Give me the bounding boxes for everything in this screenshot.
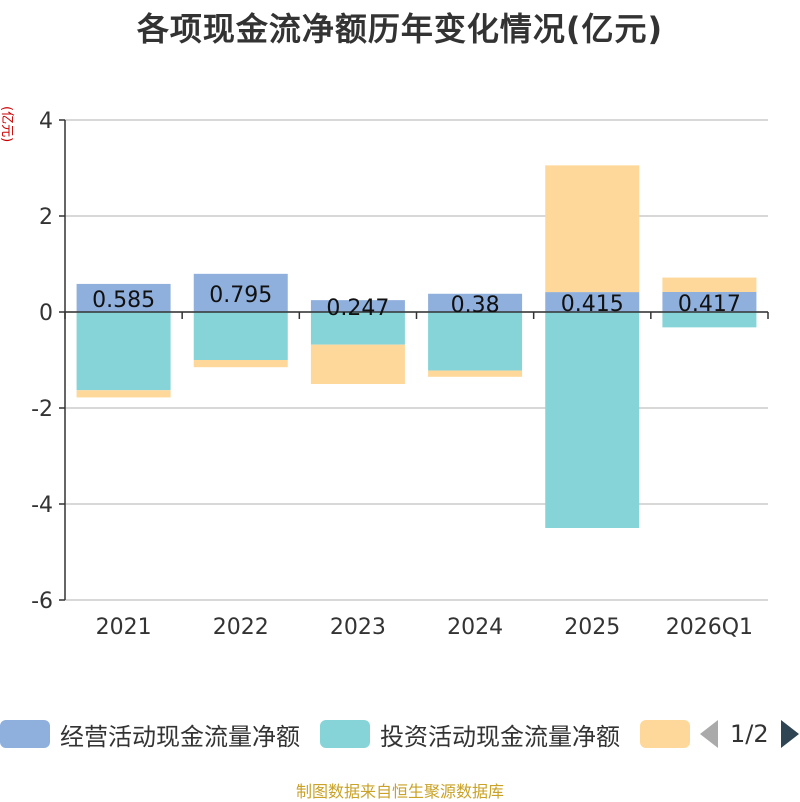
bar-financing-2026Q1 — [662, 277, 757, 292]
data-label-operating-2026Q1: 0.417 — [678, 292, 741, 317]
bar-financing-2023 — [310, 344, 405, 384]
data-label-operating-2022: 0.795 — [209, 283, 272, 308]
legend-swatch-operating — [0, 720, 50, 748]
bar-investing-2023 — [310, 312, 405, 345]
bar-investing-2025 — [545, 312, 640, 528]
x-tick-label: 2021 — [96, 615, 152, 640]
bar-investing-2026Q1 — [662, 312, 757, 328]
bar-operating-2024 — [428, 293, 523, 312]
legend-swatch-investing — [320, 720, 370, 748]
y-tick-label: -6 — [31, 589, 53, 614]
bar-financing-2021 — [76, 390, 171, 398]
legend-item-operating[interactable]: 经营活动现金流量净额 — [0, 712, 300, 756]
bar-operating-2022 — [193, 273, 288, 312]
bar-operating-2023 — [310, 300, 405, 312]
x-tick-label: 2024 — [447, 615, 503, 640]
x-tick-label: 2022 — [213, 615, 269, 640]
y-tick-label: 4 — [39, 109, 53, 134]
chart-plot-area: 4 2 0 -2 -4 -6 0.585 0.795 0.247 0.38 0.415 0.417 20… — [31, 109, 769, 640]
legend: 经营活动现金流量净额 投资活动现金流量净额 — [0, 712, 800, 756]
legend-label-operating: 经营活动现金流量净额 — [60, 722, 300, 751]
legend-pager: 1/2 — [700, 712, 800, 756]
legend-item-financing[interactable] — [640, 712, 690, 756]
data-label-operating-2024: 0.38 — [451, 293, 500, 318]
bar-investing-2022 — [193, 312, 288, 360]
y-tick-label: -4 — [31, 493, 53, 518]
x-tick-label: 2023 — [330, 615, 386, 640]
data-source-note: 制图数据来自恒生聚源数据库 — [295, 782, 504, 801]
x-tick-label: 2026Q1 — [666, 615, 753, 640]
legend-page-indicator: 1/2 — [730, 720, 769, 748]
data-label-operating-2021: 0.585 — [92, 288, 155, 313]
bar-operating-2025 — [545, 292, 640, 312]
legend-item-investing[interactable]: 投资活动现金流量净额 — [320, 712, 620, 756]
legend-prev-page-icon[interactable] — [700, 720, 718, 748]
bar-operating-2026Q1 — [662, 291, 757, 312]
bar-investing-2021 — [76, 312, 171, 391]
legend-swatch-financing — [640, 720, 690, 748]
data-label-operating-2023: 0.247 — [326, 296, 389, 321]
data-label-operating-2025: 0.415 — [561, 292, 624, 317]
bar-financing-2022 — [193, 360, 288, 368]
chart-title: 各项现金流净额历年变化情况(亿元) — [136, 10, 664, 48]
x-tick-label: 2025 — [564, 615, 620, 640]
legend-next-page-icon[interactable] — [780, 720, 799, 748]
bar-operating-2021 — [76, 283, 171, 312]
legend-label-investing: 投资活动现金流量净额 — [380, 722, 620, 751]
y-tick-label: -2 — [31, 397, 53, 422]
bar-investing-2024 — [428, 312, 523, 371]
y-tick-label: 2 — [39, 205, 53, 230]
bar-financing-2024 — [428, 370, 523, 377]
bar-financing-2025 — [545, 165, 640, 293]
y-tick-label: 0 — [39, 301, 53, 326]
